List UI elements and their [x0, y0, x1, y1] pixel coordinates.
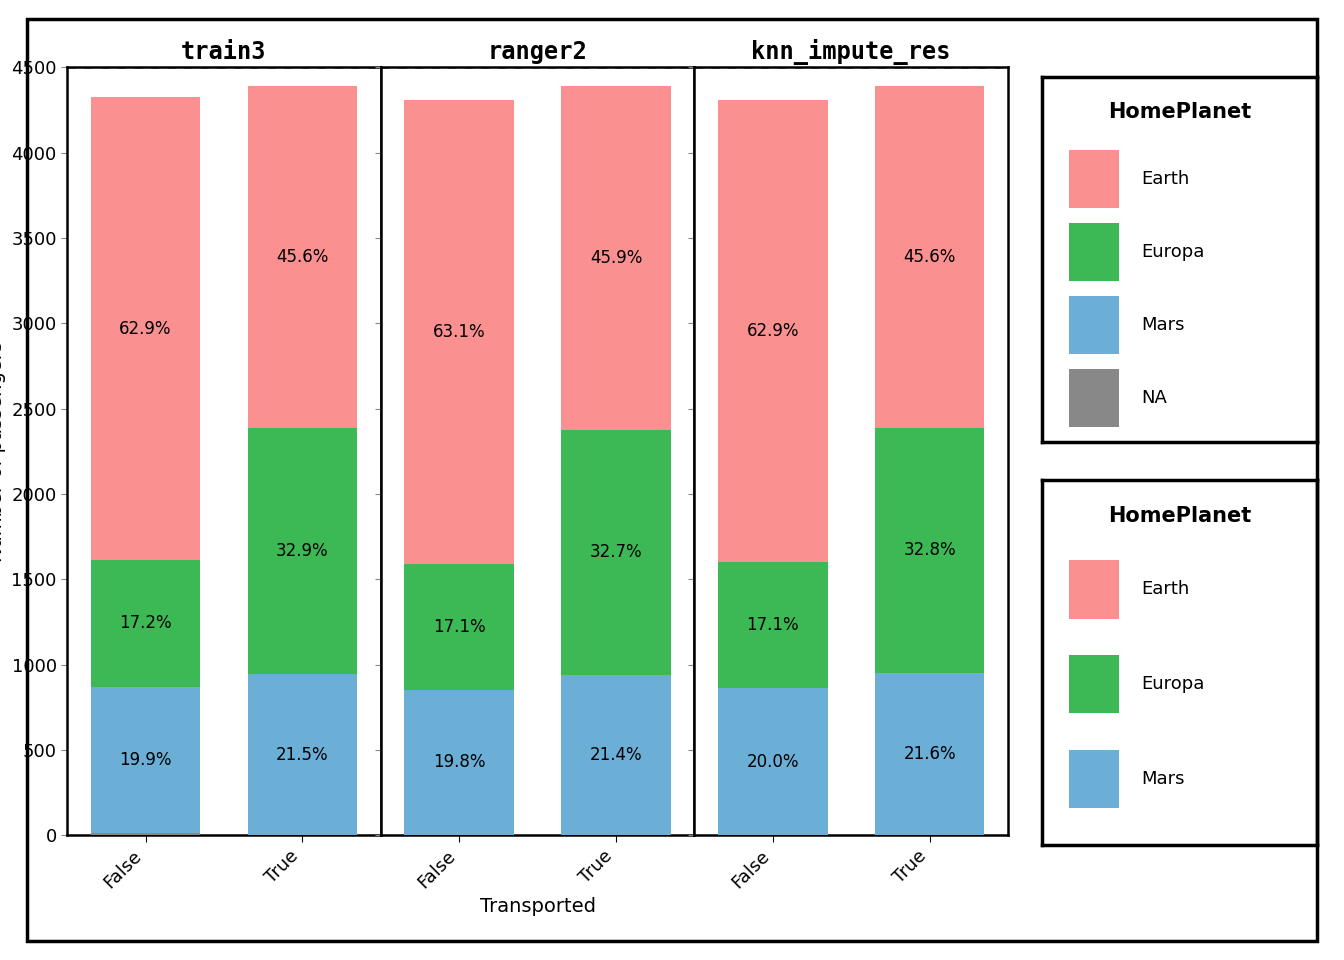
Text: 17.1%: 17.1% — [746, 616, 800, 635]
Bar — [718, 100, 828, 563]
Text: 17.2%: 17.2% — [120, 614, 172, 633]
Text: 45.6%: 45.6% — [903, 248, 956, 266]
Bar — [875, 673, 984, 835]
Text: 32.8%: 32.8% — [903, 541, 956, 560]
Bar — [560, 675, 671, 835]
Title: train3: train3 — [181, 40, 266, 64]
Bar — [718, 688, 828, 835]
Text: 21.6%: 21.6% — [903, 745, 956, 763]
Text: 62.9%: 62.9% — [746, 322, 800, 340]
Bar — [875, 427, 984, 673]
Text: 45.9%: 45.9% — [590, 249, 642, 267]
Text: 62.9%: 62.9% — [120, 320, 172, 338]
Bar — [718, 563, 828, 688]
Bar — [247, 427, 358, 674]
Text: 32.9%: 32.9% — [276, 541, 329, 560]
Text: Europa: Europa — [1141, 675, 1204, 693]
Text: 21.5%: 21.5% — [276, 746, 329, 763]
Text: HomePlanet: HomePlanet — [1107, 103, 1251, 122]
FancyBboxPatch shape — [1070, 296, 1118, 354]
Text: Earth: Earth — [1141, 170, 1189, 188]
Bar — [91, 833, 200, 835]
Title: knn_impute_res: knn_impute_res — [751, 38, 952, 65]
Bar — [560, 86, 671, 430]
Bar — [247, 674, 358, 835]
Text: HomePlanet: HomePlanet — [1107, 506, 1251, 525]
Bar — [405, 564, 513, 689]
Bar — [875, 86, 984, 427]
X-axis label: Transported: Transported — [480, 898, 595, 917]
Text: Europa: Europa — [1141, 243, 1204, 261]
Text: Mars: Mars — [1141, 316, 1184, 334]
Text: 19.9%: 19.9% — [120, 751, 172, 769]
Text: Mars: Mars — [1141, 770, 1184, 788]
FancyBboxPatch shape — [1070, 750, 1118, 808]
Text: 21.4%: 21.4% — [590, 746, 642, 764]
FancyBboxPatch shape — [1070, 223, 1118, 281]
Text: 32.7%: 32.7% — [590, 543, 642, 562]
Bar — [560, 430, 671, 675]
Text: 63.1%: 63.1% — [433, 323, 485, 341]
Bar — [91, 560, 200, 686]
Text: 19.8%: 19.8% — [433, 754, 485, 772]
Text: 45.6%: 45.6% — [277, 248, 328, 266]
FancyBboxPatch shape — [1070, 561, 1118, 618]
Y-axis label: Number of passengers: Number of passengers — [0, 341, 5, 562]
Bar — [405, 689, 513, 835]
Text: 17.1%: 17.1% — [433, 617, 485, 636]
Bar — [91, 97, 200, 560]
Text: 20.0%: 20.0% — [746, 753, 800, 771]
Bar — [405, 100, 513, 564]
Bar — [91, 686, 200, 833]
FancyBboxPatch shape — [1070, 655, 1118, 713]
Text: Earth: Earth — [1141, 581, 1189, 598]
FancyBboxPatch shape — [1070, 369, 1118, 427]
Title: ranger2: ranger2 — [488, 40, 587, 64]
Text: NA: NA — [1141, 389, 1167, 407]
Bar — [247, 86, 358, 427]
FancyBboxPatch shape — [1070, 150, 1118, 208]
